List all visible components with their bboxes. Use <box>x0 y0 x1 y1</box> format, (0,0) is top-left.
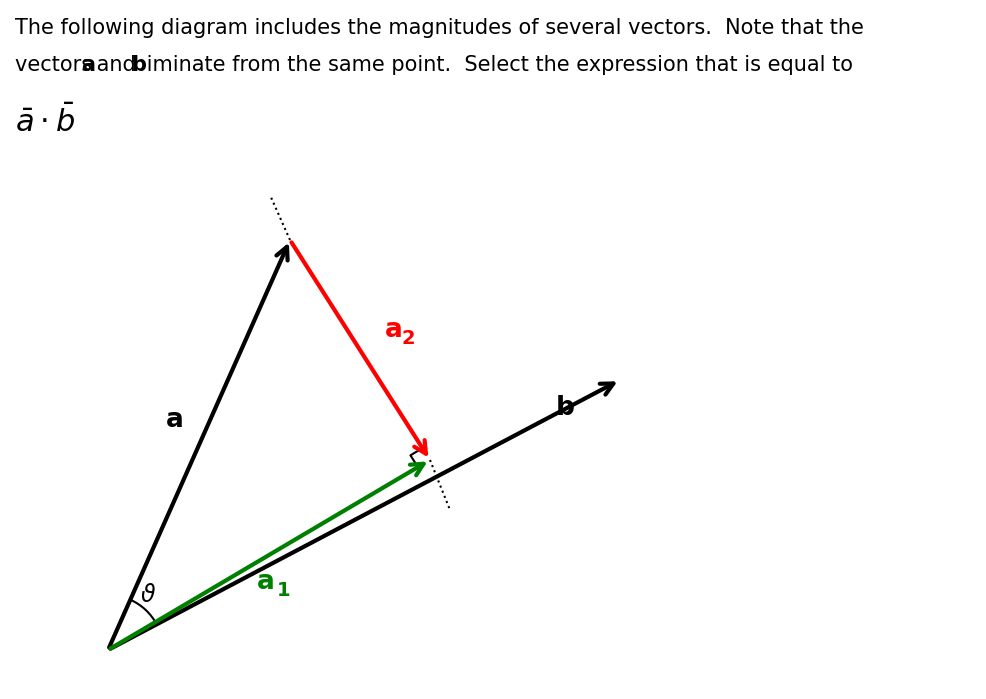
Text: a: a <box>166 407 184 433</box>
Text: a: a <box>257 569 275 595</box>
Text: 2: 2 <box>401 329 415 347</box>
Text: 1: 1 <box>277 580 291 600</box>
Text: and: and <box>90 55 142 75</box>
Text: vectors: vectors <box>15 55 99 75</box>
Text: The following diagram includes the magnitudes of several vectors.  Note that the: The following diagram includes the magni… <box>15 18 864 38</box>
Text: $\vartheta$: $\vartheta$ <box>140 583 156 607</box>
Text: a: a <box>81 55 95 75</box>
Text: b: b <box>555 395 575 421</box>
Text: $\bar{a} \cdot \bar{b}$: $\bar{a} \cdot \bar{b}$ <box>15 105 75 138</box>
Text: a: a <box>385 317 403 343</box>
Text: b: b <box>131 55 146 75</box>
Text: iminate from the same point.  Select the expression that is equal to: iminate from the same point. Select the … <box>140 55 853 75</box>
